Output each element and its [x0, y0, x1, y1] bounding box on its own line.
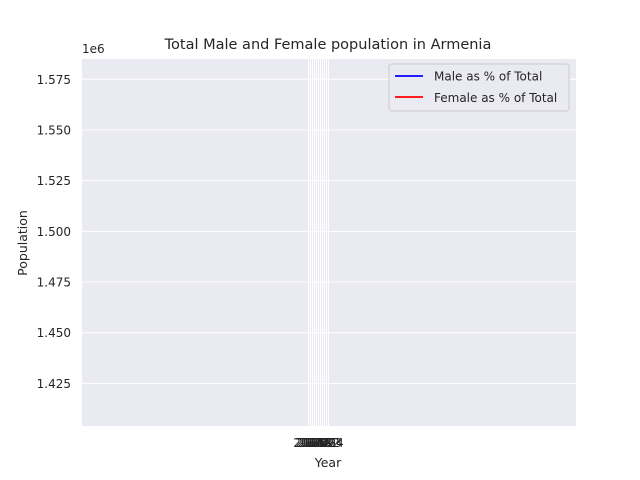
x-tick-label: 2015 [295, 436, 326, 450]
x-tick-label: 2021 [307, 436, 338, 450]
x-tick-label: 2023 [311, 436, 342, 450]
x-tick-label: 2019 [303, 436, 334, 450]
y-tick-labels: 1.425 1.450 1.475 1.500 1.525 1.550 1.575 [37, 73, 71, 391]
legend: Male as % of Total Female as % of Total [388, 63, 570, 112]
x-tick-label: 2014 [293, 436, 324, 450]
y-tick-label: 1.475 [37, 276, 71, 290]
x-tick-label: 2016 [297, 436, 328, 450]
x-tick-label: 2024 [313, 436, 344, 450]
x-axis-label: Year [314, 455, 342, 470]
x-tick-label: 2022 [309, 436, 340, 450]
y-offset-label: 1e6 [82, 42, 105, 56]
x-tick-label: 2018 [301, 436, 332, 450]
legend-label-male: Male as % of Total [434, 70, 542, 84]
y-tick-label: 1.550 [37, 123, 71, 137]
legend-label-female: Female as % of Total [434, 91, 557, 105]
x-tick-label: 2020 [305, 436, 336, 450]
chart-title: Total Male and Female population in Arme… [164, 37, 492, 53]
y-tick-label: 1.525 [37, 174, 71, 188]
y-tick-label: 1.575 [37, 73, 71, 87]
legend-box [388, 63, 570, 112]
x-grid [308, 59, 329, 426]
y-axis-label: Population [15, 210, 30, 276]
y-tick-label: 1.450 [37, 326, 71, 340]
y-tick-label: 1.425 [37, 377, 71, 391]
y-tick-label: 1.500 [37, 225, 71, 239]
x-tick-label: 2017 [299, 436, 330, 450]
x-tick-labels: 2014201520162017201820192020202120222023… [293, 436, 344, 450]
